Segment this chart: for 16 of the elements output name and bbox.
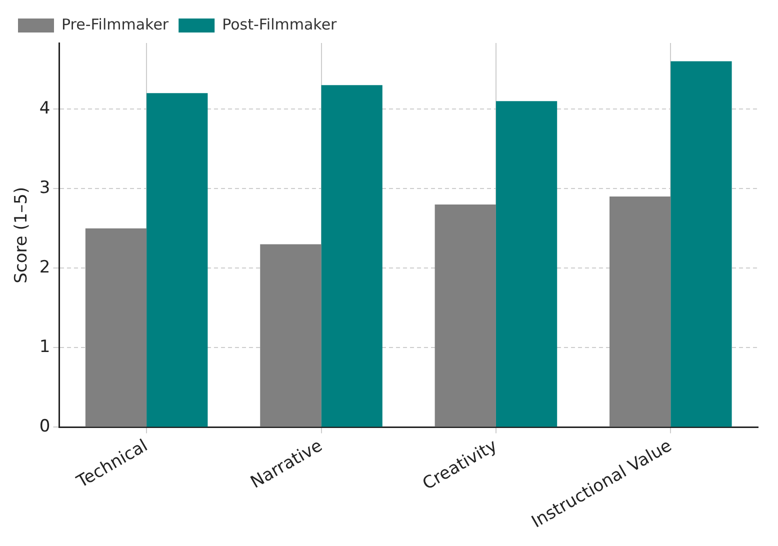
y-tick-label: 1 (39, 337, 50, 358)
y-tick-label: 4 (39, 98, 50, 118)
legend-label: Pre-Filmmaker (62, 15, 170, 34)
y-tick-label: 3 (39, 178, 50, 198)
y-tick-label: 0 (39, 416, 50, 437)
bar (610, 196, 671, 427)
bar (670, 61, 732, 427)
bar (496, 101, 558, 427)
bar (321, 85, 382, 427)
bar (434, 204, 496, 427)
bar (85, 228, 147, 427)
y-axis-title: Score (1–5) (12, 186, 32, 284)
bar (260, 244, 322, 427)
y-tick-label: 2 (39, 258, 50, 278)
bar (146, 93, 208, 427)
legend-label: Post-Filmmaker (222, 15, 338, 34)
